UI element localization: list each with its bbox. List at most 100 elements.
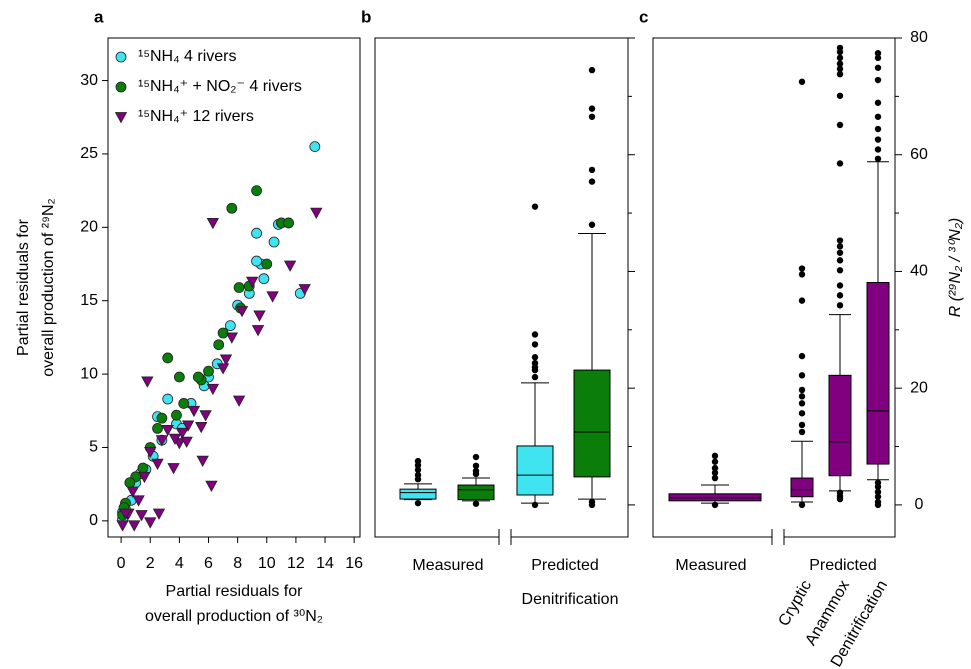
outlier — [836, 121, 844, 129]
group-label: Measured — [675, 557, 746, 574]
outlier — [836, 54, 844, 62]
outlier — [588, 113, 596, 120]
x-axis-label: Partial residuals for — [166, 583, 304, 600]
scatter-point — [206, 383, 220, 396]
x-tick-label: 4 — [175, 555, 184, 572]
scatter-point — [171, 409, 182, 421]
outlier — [836, 237, 844, 244]
outlier — [711, 501, 719, 509]
y-tick-label: 25 — [80, 145, 98, 162]
scatter-point — [126, 486, 139, 498]
y-tick-label: 20 — [80, 219, 98, 236]
scatter-point — [167, 463, 180, 475]
outlier — [711, 458, 719, 465]
y-axis-label: overall production of ²⁹N₂ — [40, 198, 57, 376]
scatter-point — [261, 258, 273, 270]
legend-label: ¹⁵NH₄⁺ + NO₂⁻ 4 rivers — [138, 78, 302, 95]
outlier — [414, 462, 422, 469]
panel-label: b — [361, 7, 371, 26]
y-tick-label: 0 — [915, 496, 924, 513]
outlier — [531, 331, 539, 338]
y-tick-label: 0 — [89, 512, 98, 529]
scatter-point — [199, 410, 212, 422]
box — [790, 477, 814, 498]
box — [866, 282, 890, 465]
scatter-point — [203, 365, 214, 377]
outlier — [798, 352, 806, 360]
scatter-point — [196, 455, 209, 468]
outlier — [588, 501, 596, 509]
outlier — [874, 54, 882, 62]
scatter-point — [251, 185, 262, 197]
scatter-point — [205, 480, 218, 492]
outlier — [798, 428, 806, 436]
y-axis-label: Partial residuals for — [15, 218, 32, 356]
group-label: Predicted — [531, 557, 599, 574]
outlier — [798, 501, 806, 509]
scatter-point — [309, 141, 321, 153]
outlier — [588, 166, 596, 174]
outlier — [874, 501, 882, 509]
scatter-point — [155, 435, 169, 447]
outlier — [874, 76, 882, 84]
outlier — [836, 292, 844, 299]
x-tick-label: 16 — [345, 555, 363, 572]
outlier — [836, 267, 844, 274]
y-tick-label: 10 — [80, 365, 98, 382]
outlier — [798, 410, 806, 417]
scatter-point — [128, 520, 141, 532]
outlier — [472, 462, 480, 469]
outlier — [414, 476, 422, 483]
box — [668, 493, 762, 502]
scatter-point — [141, 376, 154, 388]
scatter-point — [310, 207, 323, 219]
outlier — [531, 354, 539, 361]
scatter-point — [283, 260, 297, 272]
scatter-point — [224, 320, 236, 332]
y-tick-label: 20 — [910, 379, 928, 396]
outlier — [836, 65, 844, 73]
x-axis-label: overall production of ³⁰N₂ — [145, 608, 323, 625]
outlier — [836, 249, 844, 256]
x-tick-label: 10 — [258, 555, 276, 572]
x-tick-label: 12 — [287, 555, 305, 572]
outlier — [711, 452, 719, 460]
outlier — [836, 160, 844, 167]
x-tick-label: 14 — [316, 555, 334, 572]
scatter-point — [232, 395, 246, 407]
outlier — [711, 474, 719, 482]
outlier — [711, 464, 719, 472]
outlier — [798, 271, 806, 278]
scatter-point — [187, 405, 201, 418]
x-axis-label: Denitrification — [522, 591, 619, 608]
outlier — [874, 99, 882, 106]
scatter-point — [195, 422, 208, 434]
scatter-point — [138, 471, 151, 484]
group-label: Measured — [412, 557, 483, 574]
scatter-point — [137, 462, 149, 474]
panel-label: a — [94, 7, 104, 26]
group-label: Predicted — [809, 557, 877, 574]
scatter-point — [251, 227, 262, 239]
scatter-point — [162, 393, 174, 405]
outlier — [531, 341, 539, 348]
outlier — [836, 70, 844, 78]
legend-label: ¹⁵NH₄ 4 rivers — [138, 48, 237, 65]
outlier — [472, 500, 480, 507]
outlier — [588, 66, 596, 74]
outlier — [531, 366, 539, 374]
scatter-point — [251, 325, 265, 337]
outlier — [588, 105, 596, 112]
outlier — [588, 178, 596, 185]
outlier — [874, 136, 882, 143]
outlier — [836, 495, 844, 503]
scatter-point — [213, 339, 225, 351]
scatter-point — [219, 354, 233, 366]
outlier — [414, 499, 422, 507]
scatter-point — [176, 427, 189, 440]
legend-marker — [115, 81, 127, 93]
outlier — [874, 125, 882, 133]
outlier — [531, 501, 539, 509]
scatter-point — [180, 436, 193, 448]
